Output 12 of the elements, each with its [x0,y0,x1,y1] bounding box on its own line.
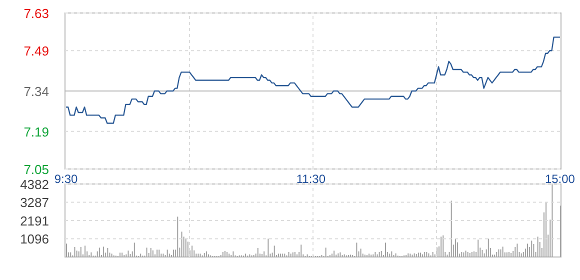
y-tick-label: 7.63 [24,6,49,21]
y-tick-label: 7.34 [24,84,49,99]
x-tick-label: 11:30 [296,172,326,186]
y-tick-label: 3287 [20,195,49,210]
y-tick-label: 4382 [20,177,49,192]
y-tick-label: 2191 [20,214,49,228]
y-tick-label: 7.05 [24,162,49,177]
x-tick-label: 15:00 [544,172,576,186]
y-tick-label: 7.49 [24,44,49,59]
x-tick-label: 9:30 [54,172,78,186]
y-tick-label: 7.19 [24,124,49,140]
y-tick-label: 1096 [20,232,49,247]
